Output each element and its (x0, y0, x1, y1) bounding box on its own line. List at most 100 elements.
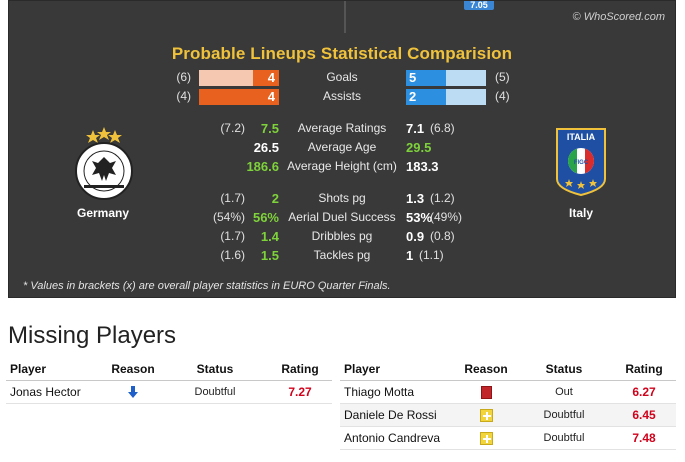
home-stat-bar: 4 (199, 89, 279, 105)
away-stat-value: 7.1 (406, 121, 425, 136)
away-overall-value: (1.1) (419, 248, 444, 262)
player-name[interactable]: Daniele De Rossi (340, 403, 456, 427)
germany-crest-icon (75, 127, 133, 200)
italy-crest-icon: ITALIA FIGC (556, 128, 606, 197)
stat-label: Aerial Duel Success (288, 210, 396, 224)
svg-text:ITALIA: ITALIA (567, 132, 596, 142)
table-row: Daniele De Rossi Doubtful 6.45 (340, 403, 676, 427)
rating-cell: 6.45 (612, 403, 676, 427)
home-stat-value: 2 (271, 191, 279, 206)
col-player: Player (6, 358, 104, 381)
status-cell: Doubtful (516, 426, 612, 450)
home-team-name: Germany (76, 206, 130, 220)
stat-label: Dribbles pg (311, 229, 373, 243)
stat-row: (54%) 56% Aerial Duel Success 53% (49%) (9, 210, 677, 226)
red-card-icon (480, 385, 492, 399)
away-stat-value: 1 (406, 248, 414, 263)
stat-row: (1.6) 1.5 Tackles pg 1 (1.1) (9, 248, 677, 264)
away-stat-bar: 2 (406, 89, 486, 105)
col-reason: Reason (104, 358, 162, 381)
col-player: Player (340, 358, 456, 381)
injury-icon (479, 431, 493, 445)
home-stat-value: 4 (267, 70, 275, 85)
footnote: * Values in brackets (x) are overall pla… (23, 280, 391, 292)
stat-label: Average Height (cm) (287, 159, 397, 173)
status-cell: Out (516, 380, 612, 404)
table-row: Antonio Candreva Doubtful 7.48 (340, 426, 676, 450)
stat-label: Assists (322, 89, 361, 103)
away-stat-bar-fill (406, 89, 446, 105)
home-stat-value: 1.4 (260, 229, 279, 244)
reason-cell (104, 380, 162, 404)
comparison-panel: 7.05 © WhoScored.com Probable Lineups St… (8, 0, 676, 298)
away-overall-value: (0.8) (430, 229, 455, 243)
player-name[interactable]: Jonas Hector (6, 380, 104, 404)
bar-row-goals: (6) 4 Goals 5 (5) (9, 70, 677, 86)
stat-row: 186.6 Average Height (cm) 183.3 (9, 159, 677, 175)
reason-cell (456, 426, 516, 450)
stat-label: Average Ratings (297, 121, 387, 135)
stat-row: (1.7) 2 Shots pg 1.3 (1.2) (9, 191, 677, 207)
col-status: Status (516, 358, 612, 381)
home-overall-value: (1.7) (220, 229, 245, 243)
comparison-title: Probable Lineups Statistical Comparision (171, 44, 513, 63)
bar-row-assists: (4) 4 Assists 2 (4) (9, 89, 677, 105)
down-arrow-icon (128, 386, 138, 399)
away-stat-bar: 5 (406, 70, 486, 86)
away-overall-value: (5) (495, 70, 510, 84)
reason-cell (456, 380, 516, 404)
rating-cell: 6.27 (612, 380, 676, 404)
away-missing-table: Player Reason Status Rating Thiago Motta… (340, 358, 676, 450)
away-stat-value: 183.3 (406, 159, 439, 174)
away-team-name: Italy (568, 206, 593, 220)
col-rating: Rating (612, 358, 676, 381)
away-stat-value: 53% (406, 210, 433, 225)
status-cell: Doubtful (516, 403, 612, 427)
missing-players-title: Missing Players (8, 322, 177, 349)
injury-icon (479, 408, 493, 422)
panel-divider (344, 1, 346, 33)
away-stat-value: 5 (409, 70, 417, 85)
home-stat-value: 1.5 (260, 248, 279, 263)
home-stat-value: 56% (252, 210, 279, 225)
home-stat-value: 7.5 (260, 121, 279, 136)
rating-cell: 7.27 (268, 380, 332, 404)
stat-label: Tackles pg (313, 248, 371, 262)
stat-label: Average Age (307, 140, 377, 154)
stat-label: Goals (326, 70, 358, 84)
top-badge: 7.05 (464, 1, 494, 10)
home-stat-value: 186.6 (246, 159, 279, 174)
col-reason: Reason (456, 358, 516, 381)
away-stat-value: 29.5 (406, 140, 432, 155)
stat-row: 26.5 Average Age 29.5 (9, 140, 677, 156)
away-stat-value: 0.9 (406, 229, 425, 244)
away-overall-value: (49%) (430, 210, 463, 224)
home-overall-value: (4) (176, 89, 191, 103)
away-overall-value: (1.2) (430, 191, 455, 205)
home-stat-bar: 4 (199, 70, 279, 86)
rating-cell: 7.48 (612, 426, 676, 450)
watermark: © WhoScored.com (572, 11, 665, 23)
player-name[interactable]: Thiago Motta (340, 380, 456, 404)
away-overall-value: (4) (495, 89, 510, 103)
away-stat-value: 2 (409, 89, 417, 104)
svg-text:FIGC: FIGC (574, 160, 589, 166)
reason-cell (456, 403, 516, 427)
player-name[interactable]: Antonio Candreva (340, 426, 456, 450)
table-row: Jonas Hector Doubtful 7.27 (6, 380, 332, 404)
home-stat-bar-fill (252, 70, 279, 86)
stat-row: (7.2) 7.5 Average Ratings 7.1 (6.8) (9, 121, 677, 137)
col-rating: Rating (268, 358, 332, 381)
col-status: Status (162, 358, 268, 381)
home-overall-value: (1.6) (220, 248, 245, 262)
home-overall-value: (1.7) (220, 191, 245, 205)
stat-row: (1.7) 1.4 Dribbles pg 0.9 (0.8) (9, 229, 677, 245)
status-cell: Doubtful (162, 380, 268, 404)
away-overall-value: (6.8) (430, 121, 455, 135)
home-missing-table: Player Reason Status Rating Jonas Hector… (6, 358, 332, 404)
home-overall-value: (7.2) (220, 121, 245, 135)
away-stat-bar-fill (406, 70, 446, 86)
home-stat-value: 4 (267, 89, 275, 104)
home-stat-value: 26.5 (253, 140, 279, 155)
table-row: Thiago Motta Out 6.27 (340, 380, 676, 404)
